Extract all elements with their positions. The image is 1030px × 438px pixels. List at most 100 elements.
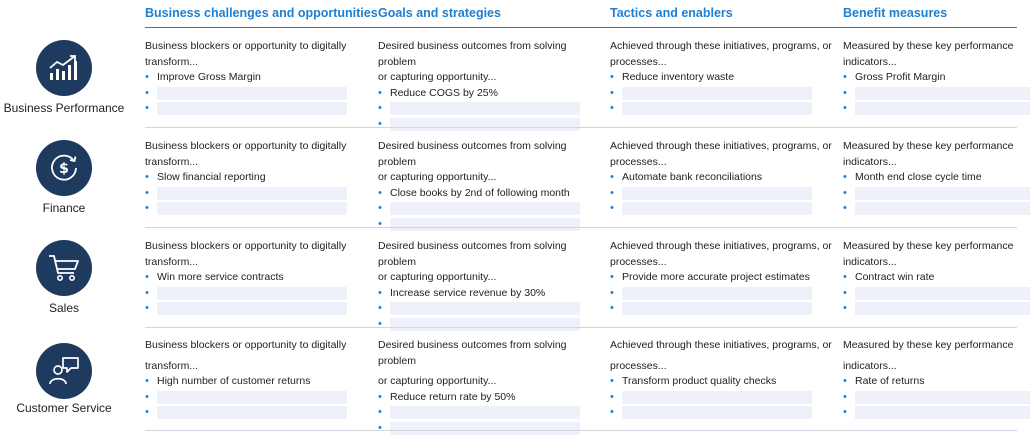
- empty-bullet-field[interactable]: [843, 186, 1030, 202]
- cell-description-line: Desired business outcomes from solving p…: [378, 339, 567, 367]
- row-divider: [145, 327, 1017, 328]
- empty-bullet-field[interactable]: [843, 201, 1030, 217]
- bullet-text: Month end close cycle time: [855, 171, 982, 183]
- bullet-item: Improve Gross Margin: [145, 70, 367, 86]
- cell-challenge: Business blockers or opportunity to digi…: [145, 139, 367, 217]
- cell-description-line: or capturing opportunity...: [378, 71, 497, 83]
- cell-description-line: indicators...: [843, 359, 897, 372]
- empty-bullet-field[interactable]: [145, 86, 367, 102]
- empty-bullet-field[interactable]: [378, 405, 600, 421]
- empty-bullet-field[interactable]: [145, 390, 367, 406]
- cell-challenge: Business blockers or opportunity to digi…: [145, 239, 367, 317]
- cell-description-line: indicators...: [843, 155, 897, 168]
- bullet-item: Reduce COGS by 25%: [378, 86, 600, 102]
- bullet-item: High number of customer returns: [145, 374, 367, 390]
- empty-bullet-field[interactable]: [843, 286, 1030, 302]
- cell-description-line: transform...: [145, 155, 199, 168]
- cell-description-line: indicators...: [843, 55, 897, 68]
- bullet-text: Slow financial reporting: [157, 171, 266, 183]
- cell-description-line: Desired business outcomes from solving p…: [378, 140, 567, 168]
- empty-bullet-field[interactable]: [610, 286, 832, 302]
- cell-description-line: indicators...: [843, 255, 897, 268]
- column-header-benefits: Benefit measures: [843, 6, 948, 20]
- table-row: $ Finance Business blockers or opportuni…: [0, 130, 1030, 232]
- empty-bullet-field[interactable]: [610, 301, 832, 317]
- row-divider: [145, 127, 1017, 128]
- bullet-item: Reduce return rate by 50%: [378, 390, 600, 406]
- column-header-challenges: Business challenges and opportunities: [145, 6, 378, 20]
- empty-bullet-field[interactable]: [145, 101, 367, 117]
- cell-description-line: Business blockers or opportunity to digi…: [145, 240, 347, 252]
- empty-bullet-field[interactable]: [145, 186, 367, 202]
- cell-goal: Desired business outcomes from solving p…: [378, 139, 600, 232]
- column-header-tactics: Tactics and enablers: [610, 6, 733, 20]
- bullet-text: Provide more accurate project estimates: [622, 271, 810, 283]
- cell-description-line: Measured by these key performance: [843, 140, 1014, 152]
- empty-bullet-field[interactable]: [610, 390, 832, 406]
- empty-bullet-field[interactable]: [843, 405, 1030, 421]
- row-label-finance: Finance: [42, 201, 86, 215]
- bullet-item: Increase service revenue by 30%: [378, 286, 600, 302]
- cell-goal: Desired business outcomes from solving p…: [378, 338, 600, 436]
- empty-bullet-field[interactable]: [843, 301, 1030, 317]
- cell-description-line: transform...: [145, 55, 199, 68]
- empty-bullet-field[interactable]: [610, 101, 832, 117]
- svg-text:$: $: [59, 161, 69, 177]
- empty-bullet-field[interactable]: [843, 390, 1030, 406]
- cell-description-line: or capturing opportunity...: [378, 375, 497, 387]
- empty-bullet-field[interactable]: [610, 186, 832, 202]
- cell-description-line: Business blockers or opportunity to digi…: [145, 140, 347, 152]
- bullet-item: Provide more accurate project estimates: [610, 270, 832, 286]
- empty-bullet-field[interactable]: [378, 101, 600, 117]
- bullet-text: Reduce return rate by 50%: [390, 390, 516, 403]
- row-divider: [145, 227, 1017, 228]
- empty-bullet-field[interactable]: [610, 201, 832, 217]
- cell-description-line: processes...: [610, 359, 667, 372]
- empty-bullet-field[interactable]: [378, 421, 600, 437]
- cell-description-line: transform...: [145, 359, 199, 372]
- empty-bullet-field[interactable]: [843, 86, 1030, 102]
- row-label-business-performance: Business Performance: [3, 101, 125, 115]
- bullet-item: Month end close cycle time: [843, 170, 1030, 186]
- customer-support-icon: [36, 343, 92, 399]
- bullet-text: Increase service revenue by 30%: [390, 286, 546, 299]
- bullet-text: Close books by 2nd of following month: [390, 186, 570, 199]
- bullet-text: Contract win rate: [855, 271, 935, 283]
- empty-bullet-field[interactable]: [145, 201, 367, 217]
- cell-tactic: Achieved through these initiatives, prog…: [610, 338, 832, 421]
- bullet-item: Transform product quality checks: [610, 374, 832, 390]
- bullet-item: Reduce inventory waste: [610, 70, 832, 86]
- chart-growth-icon: [36, 40, 92, 96]
- cell-description-line: Achieved through these initiatives, prog…: [610, 339, 832, 351]
- column-header-goals: Goals and strategies: [378, 6, 501, 20]
- bullet-text: Win more service contracts: [157, 271, 284, 283]
- cell-description-line: transform...: [145, 255, 199, 268]
- table-row: Customer Service Business blockers or op…: [0, 330, 1030, 436]
- empty-bullet-field[interactable]: [145, 286, 367, 302]
- bullet-item: Contract win rate: [843, 270, 1030, 286]
- empty-bullet-field[interactable]: [378, 201, 600, 217]
- empty-bullet-field[interactable]: [145, 405, 367, 421]
- empty-bullet-field[interactable]: [145, 301, 367, 317]
- row-divider: [145, 430, 1017, 431]
- bullet-item: Slow financial reporting: [145, 170, 367, 186]
- empty-bullet-field[interactable]: [843, 101, 1030, 117]
- cell-goal: Desired business outcomes from solving p…: [378, 239, 600, 332]
- empty-bullet-field[interactable]: [610, 405, 832, 421]
- empty-bullet-field[interactable]: [378, 301, 600, 317]
- empty-bullet-field[interactable]: [610, 86, 832, 102]
- bullet-text: Reduce inventory waste: [622, 71, 735, 83]
- row-label-customer-service: Customer Service: [16, 401, 112, 415]
- cell-goal: Desired business outcomes from solving p…: [378, 39, 600, 132]
- bullet-text: Automate bank reconciliations: [622, 171, 763, 183]
- cell-challenge: Business blockers or opportunity to digi…: [145, 338, 367, 421]
- cell-description-line: Achieved through these initiatives, prog…: [610, 240, 832, 252]
- bullet-text: Transform product quality checks: [622, 375, 777, 387]
- cell-benefit: Measured by these key performance indica…: [843, 338, 1030, 421]
- cell-description-line: Measured by these key performance: [843, 40, 1014, 52]
- cell-tactic: Achieved through these initiatives, prog…: [610, 239, 832, 317]
- cell-description-line: processes...: [610, 155, 667, 168]
- cell-description-line: Achieved through these initiatives, prog…: [610, 40, 832, 52]
- cell-description-line: processes...: [610, 255, 667, 268]
- bullet-item: Gross Profit Margin: [843, 70, 1030, 86]
